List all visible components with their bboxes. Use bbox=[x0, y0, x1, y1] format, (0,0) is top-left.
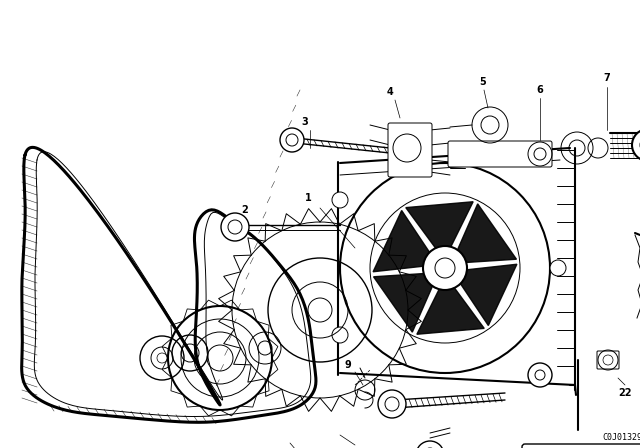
Text: 5: 5 bbox=[479, 77, 486, 87]
Text: 7: 7 bbox=[604, 73, 611, 83]
Circle shape bbox=[280, 128, 304, 152]
FancyBboxPatch shape bbox=[597, 351, 619, 369]
FancyBboxPatch shape bbox=[388, 123, 432, 177]
FancyBboxPatch shape bbox=[448, 141, 552, 167]
Text: 1: 1 bbox=[305, 193, 312, 203]
Text: 22: 22 bbox=[618, 388, 632, 398]
Circle shape bbox=[332, 192, 348, 208]
Text: 3: 3 bbox=[301, 117, 308, 127]
Circle shape bbox=[378, 390, 406, 418]
Polygon shape bbox=[417, 276, 484, 334]
FancyBboxPatch shape bbox=[522, 444, 640, 448]
Polygon shape bbox=[373, 211, 438, 272]
Text: 2: 2 bbox=[242, 205, 248, 215]
Circle shape bbox=[550, 260, 566, 276]
Circle shape bbox=[632, 129, 640, 161]
Polygon shape bbox=[406, 202, 473, 260]
Text: C0J01329: C0J01329 bbox=[602, 434, 640, 443]
Polygon shape bbox=[452, 264, 517, 326]
Text: 4: 4 bbox=[387, 87, 394, 97]
Polygon shape bbox=[452, 204, 516, 263]
Text: 9: 9 bbox=[344, 360, 351, 370]
Polygon shape bbox=[374, 272, 438, 332]
Circle shape bbox=[221, 213, 249, 241]
Text: 6: 6 bbox=[536, 85, 543, 95]
Circle shape bbox=[332, 327, 348, 343]
Circle shape bbox=[423, 246, 467, 290]
Circle shape bbox=[528, 363, 552, 387]
